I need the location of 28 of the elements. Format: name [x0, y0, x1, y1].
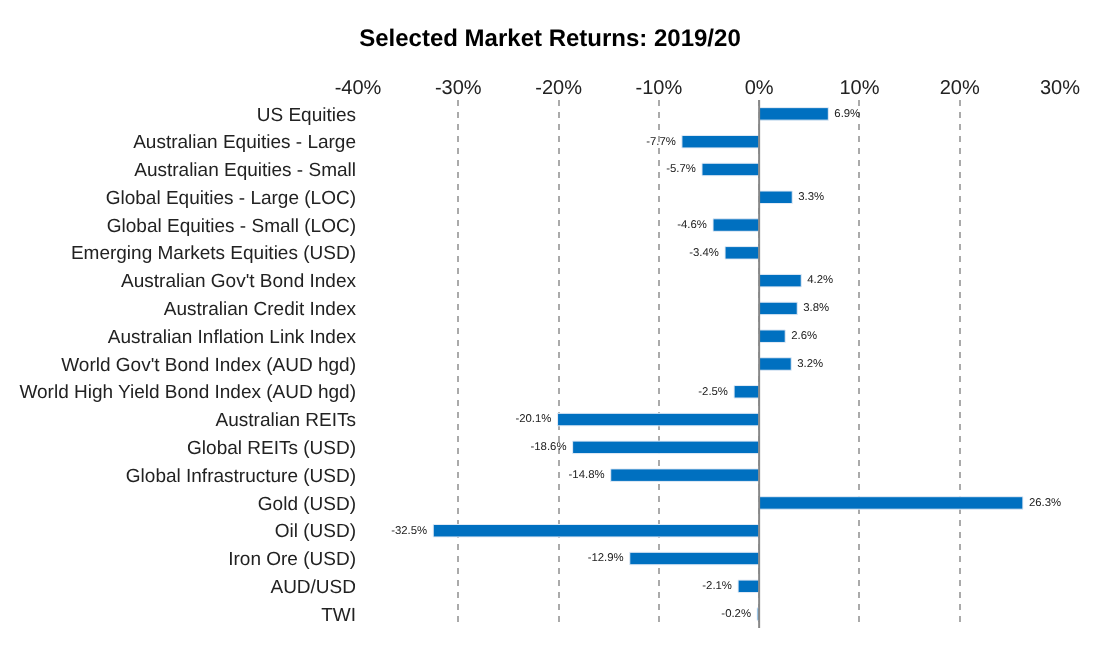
- y-tick-label: Global Infrastructure (USD): [125, 465, 356, 488]
- x-tick-label: 20%: [939, 78, 980, 100]
- chart-title: Selected Market Returns: 2019/20: [359, 23, 742, 52]
- y-tick-label: Australian Equities - Small: [134, 160, 356, 183]
- y-tick-label: AUD/USD: [270, 576, 357, 599]
- y-tick-label: Australian Inflation Link Index: [107, 326, 357, 349]
- y-tick-label: Iron Ore (USD): [228, 549, 356, 572]
- y-tick-label: Australian Gov't Bond Index: [121, 271, 357, 294]
- x-tick-label: 30%: [1039, 78, 1081, 100]
- x-tick-label: -20%: [535, 78, 583, 100]
- x-tick-label: 0%: [744, 78, 774, 100]
- y-tick-label: Australian REITs: [215, 410, 357, 433]
- y-tick-label: Australian Equities - Large: [133, 132, 356, 155]
- y-tick-label: Global REITs (USD): [187, 438, 356, 461]
- y-tick-label: World Gov't Bond Index (AUD hgd): [61, 354, 356, 377]
- y-tick-label: US Equities: [256, 104, 357, 127]
- y-tick-label: Gold (USD): [257, 493, 356, 516]
- y-tick-label: World High Yield Bond Index (AUD hgd): [19, 382, 356, 405]
- x-tick-label: -30%: [434, 78, 482, 100]
- y-tick-label: Australian Credit Index: [163, 299, 357, 322]
- y-tick-label: Global Equities - Small (LOC): [106, 215, 356, 238]
- x-tick-label: -10%: [635, 78, 683, 100]
- x-tick-label: 10%: [839, 78, 880, 100]
- y-tick-label: TWI: [321, 604, 356, 627]
- y-tick-label: Oil (USD): [274, 521, 356, 544]
- y-tick-label: Emerging Markets Equities (USD): [70, 243, 356, 266]
- x-tick-label: -40%: [334, 78, 382, 100]
- y-tick-label: Global Equities - Large (LOC): [105, 187, 356, 210]
